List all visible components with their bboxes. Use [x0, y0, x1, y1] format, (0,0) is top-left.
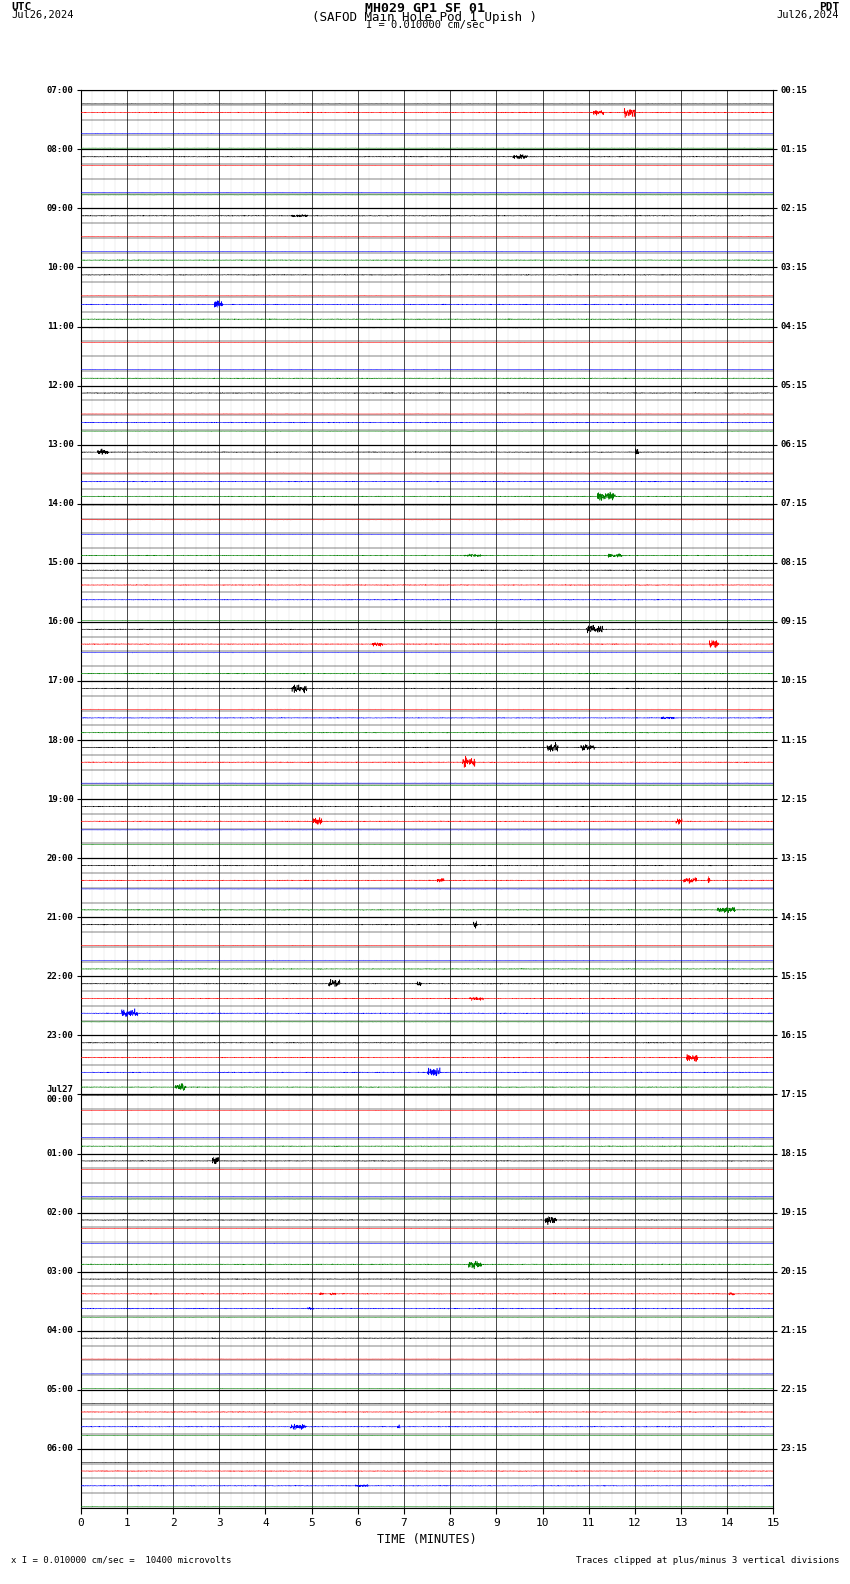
Text: MH029 GP1 SF 01: MH029 GP1 SF 01 [365, 2, 485, 16]
Text: Jul26,2024: Jul26,2024 [776, 10, 839, 21]
Text: I = 0.010000 cm/sec: I = 0.010000 cm/sec [366, 19, 484, 30]
Text: PDT: PDT [819, 2, 839, 13]
X-axis label: TIME (MINUTES): TIME (MINUTES) [377, 1533, 477, 1546]
Text: x I = 0.010000 cm/sec =  10400 microvolts: x I = 0.010000 cm/sec = 10400 microvolts [11, 1555, 231, 1565]
Text: (SAFOD Main Hole Pod 1 Upish ): (SAFOD Main Hole Pod 1 Upish ) [313, 11, 537, 24]
Text: UTC: UTC [11, 2, 31, 13]
Text: Traces clipped at plus/minus 3 vertical divisions: Traces clipped at plus/minus 3 vertical … [575, 1555, 839, 1565]
Text: Jul26,2024: Jul26,2024 [11, 10, 74, 21]
